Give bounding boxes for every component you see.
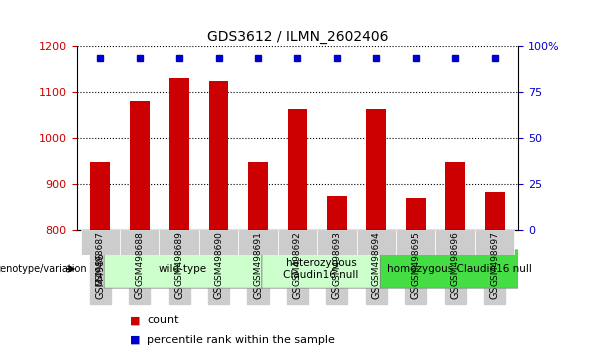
Bar — [278, 230, 317, 255]
FancyBboxPatch shape — [380, 250, 538, 288]
Bar — [199, 230, 239, 255]
Text: GSM498691: GSM498691 — [253, 232, 263, 286]
Text: GSM498688: GSM498688 — [135, 232, 144, 286]
Bar — [81, 230, 120, 255]
Text: wild-type: wild-type — [159, 264, 207, 274]
FancyBboxPatch shape — [262, 250, 380, 288]
Bar — [356, 230, 396, 255]
Bar — [475, 230, 514, 255]
Bar — [485, 192, 505, 230]
Text: GSM498694: GSM498694 — [372, 232, 381, 286]
Text: GSM498697: GSM498697 — [490, 232, 499, 286]
Text: GSM498687: GSM498687 — [96, 232, 105, 286]
Bar — [169, 78, 189, 230]
Text: percentile rank within the sample: percentile rank within the sample — [147, 335, 335, 345]
Bar — [120, 230, 160, 255]
Bar — [366, 109, 386, 230]
Text: heterozygous
Claudin16 null: heterozygous Claudin16 null — [283, 258, 359, 280]
Bar — [406, 198, 426, 230]
Bar — [209, 80, 229, 230]
Text: GSM498696: GSM498696 — [451, 232, 459, 286]
Text: homozygous Claudin16 null: homozygous Claudin16 null — [387, 264, 532, 274]
Text: GSM498690: GSM498690 — [214, 232, 223, 286]
Bar — [396, 230, 435, 255]
Bar — [287, 109, 307, 230]
Bar — [445, 162, 465, 230]
Text: GSM498692: GSM498692 — [293, 232, 302, 286]
FancyBboxPatch shape — [104, 250, 262, 288]
Text: GSM498693: GSM498693 — [332, 232, 342, 286]
Bar — [239, 230, 278, 255]
Bar — [248, 162, 268, 230]
Text: ■: ■ — [130, 335, 140, 345]
Text: ■: ■ — [130, 315, 140, 325]
Text: GSM498689: GSM498689 — [174, 232, 184, 286]
Bar — [160, 230, 199, 255]
Text: genotype/variation: genotype/variation — [0, 264, 88, 274]
Text: count: count — [147, 315, 178, 325]
Bar — [327, 195, 347, 230]
Bar — [317, 230, 356, 255]
Text: GSM498695: GSM498695 — [411, 232, 421, 286]
Bar — [130, 101, 150, 230]
Bar — [435, 230, 475, 255]
Title: GDS3612 / ILMN_2602406: GDS3612 / ILMN_2602406 — [207, 30, 388, 44]
Bar — [90, 162, 110, 230]
